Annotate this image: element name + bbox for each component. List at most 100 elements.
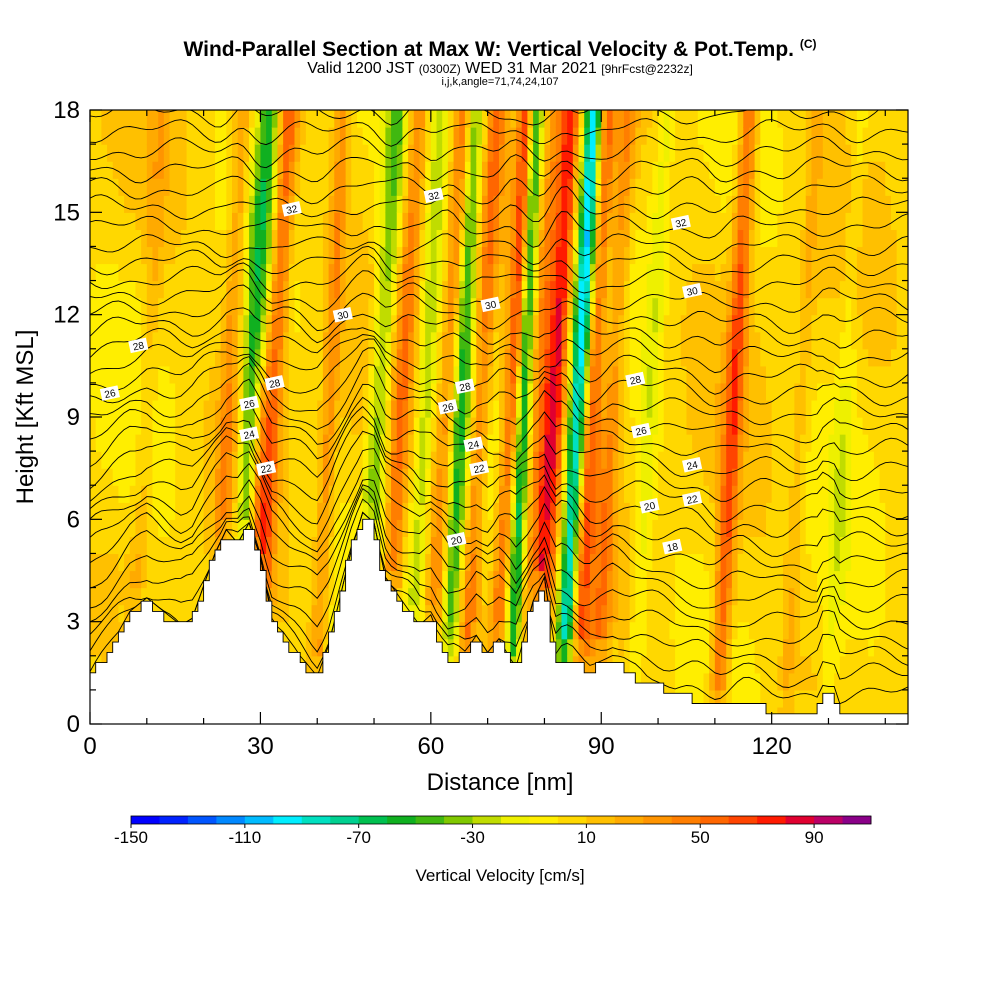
field-cell [425, 229, 432, 248]
field-cell [686, 314, 693, 333]
field-cell [868, 417, 875, 435]
field-cell [601, 212, 608, 230]
field-cell [629, 399, 636, 418]
field-cell [447, 468, 455, 486]
field-cell [834, 655, 841, 674]
field-cell [385, 485, 392, 503]
field-cell [470, 621, 477, 640]
field-cell [339, 229, 347, 248]
field-cell [118, 621, 125, 640]
field-cell [391, 110, 398, 128]
field-cell [419, 468, 426, 486]
field-cell [714, 280, 722, 299]
field-cell [476, 246, 483, 265]
field-cell [243, 365, 250, 384]
field-cell [226, 451, 233, 469]
field-cell [408, 331, 415, 350]
field-cell [606, 348, 614, 367]
field-cell [402, 451, 409, 469]
field-cell [675, 178, 682, 196]
field-cell [652, 672, 659, 691]
field-cell [629, 451, 636, 469]
field-cell [158, 365, 165, 384]
field-cell [811, 689, 818, 708]
field-cell [197, 519, 205, 537]
field-cell [589, 417, 597, 435]
field-cell [533, 587, 540, 606]
field-cell [260, 382, 267, 401]
field-cell [765, 314, 773, 333]
field-cell [356, 161, 364, 179]
field-cell [675, 348, 682, 367]
field-cell [510, 144, 517, 162]
field-cell [129, 144, 137, 162]
field-cell [459, 604, 466, 623]
field-cell [214, 314, 222, 333]
field-cell [828, 161, 835, 179]
field-cell [481, 365, 489, 384]
field-cell [629, 587, 636, 606]
field-cell [663, 553, 671, 572]
field-cell [572, 604, 580, 623]
field-cell [90, 621, 97, 640]
field-cell [277, 144, 284, 162]
field-cell [300, 399, 307, 418]
field-cell [828, 672, 835, 691]
field-cell [311, 263, 318, 282]
field-cell [328, 178, 335, 196]
field-cell [447, 331, 455, 350]
field-cell [658, 280, 665, 299]
field-cell [544, 246, 551, 265]
field-cell [430, 110, 438, 128]
field-cell [748, 331, 756, 350]
field-cell [243, 314, 250, 333]
field-cell [652, 161, 659, 179]
field-cell [288, 212, 296, 230]
field-cell [391, 161, 398, 179]
field-cell [232, 178, 239, 196]
field-cell [90, 144, 97, 162]
field-cell [214, 451, 222, 469]
field-cell [385, 536, 392, 555]
field-cell [249, 451, 256, 469]
field-cell [533, 382, 540, 401]
field-cell [322, 297, 330, 316]
field-cell [391, 144, 398, 162]
field-cell [663, 263, 671, 282]
field-cell [754, 348, 761, 367]
field-cell [277, 314, 284, 333]
field-cell [612, 365, 619, 384]
field-cell [516, 485, 523, 503]
field-cell [220, 485, 227, 503]
field-cell [510, 331, 517, 350]
field-cell [658, 417, 665, 435]
field-cell [493, 468, 500, 486]
field-cell [288, 263, 296, 282]
field-cell [777, 331, 784, 350]
field-cell [856, 263, 864, 282]
field-cell [834, 621, 841, 640]
field-cell [379, 297, 386, 316]
field-cell [658, 212, 665, 230]
field-cell [561, 229, 568, 248]
field-cell [271, 399, 279, 418]
field-cell [470, 365, 477, 384]
field-cell [646, 655, 653, 674]
field-cell [442, 382, 449, 401]
field-cell [396, 144, 404, 162]
field-cell [686, 621, 693, 640]
field-cell [135, 263, 142, 282]
field-cell [396, 229, 404, 248]
field-cell [425, 331, 432, 350]
field-cell [765, 655, 773, 674]
field-cell [709, 570, 716, 589]
field-cell [834, 348, 841, 367]
field-cell [783, 195, 790, 213]
field-cell [322, 331, 330, 350]
field-cell [459, 553, 466, 572]
field-cell [317, 314, 324, 333]
field-cell [805, 348, 813, 367]
field-cell [362, 297, 369, 316]
field-cell [527, 485, 534, 503]
field-cell [300, 110, 307, 128]
